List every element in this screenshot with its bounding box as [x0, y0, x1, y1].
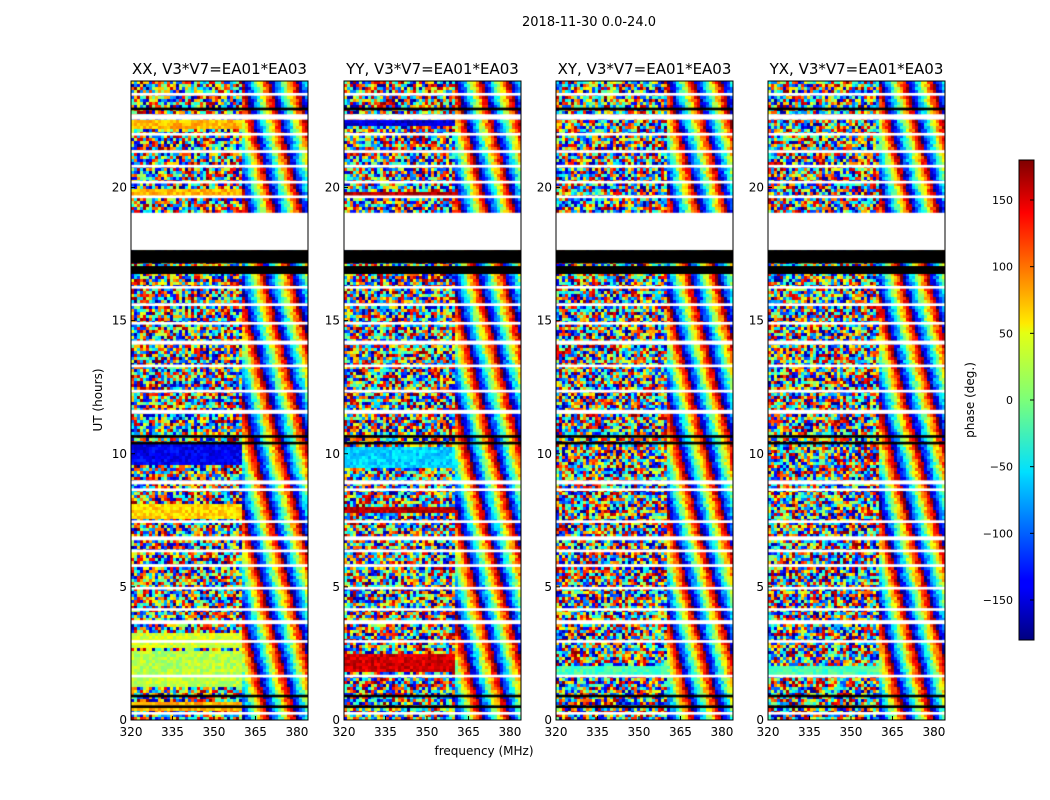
- panel-title: XY, V3*V7=EA01*EA03: [558, 60, 732, 78]
- y-tick-label: 15: [112, 314, 127, 328]
- y-tick-label: 5: [756, 580, 764, 594]
- x-tick-label: 380: [498, 725, 521, 739]
- panel-yy: YY, V3*V7=EA01*EA03 320 335 350 365 380 0 5 10 15…: [325, 60, 522, 739]
- phase-heatmap-image: [768, 81, 945, 720]
- y-tick-label: 20: [749, 181, 764, 195]
- axes-frame: [555, 80, 734, 721]
- panel-title: XX, V3*V7=EA01*EA03: [132, 60, 307, 78]
- colorbar-tick-label: 100: [992, 261, 1013, 274]
- y-tick-label: 0: [544, 713, 552, 727]
- colorbar-tick-label: 50: [999, 327, 1013, 340]
- y-tick-label: 0: [756, 713, 764, 727]
- x-tick-label: 320: [120, 725, 143, 739]
- phase-heatmap-image: [344, 81, 521, 720]
- x-tick-label: 335: [586, 725, 609, 739]
- x-tick-label: 320: [545, 725, 568, 739]
- panel-title: YX, V3*V7=EA01*EA03: [769, 60, 944, 78]
- y-tick-label: 15: [325, 314, 340, 328]
- panel-yx: YX, V3*V7=EA01*EA03 320 335 350 365 380 0 5 10 15…: [749, 60, 946, 739]
- y-tick-label: 15: [749, 314, 764, 328]
- y-tick-label: 20: [112, 181, 127, 195]
- phase-heatmap-image: [131, 81, 308, 720]
- x-tick-label: 380: [922, 725, 945, 739]
- x-tick-label: 350: [840, 725, 863, 739]
- axes-frame: [343, 80, 522, 721]
- colorbar-tick-label: 0: [1006, 394, 1013, 407]
- y-tick-label: 0: [332, 713, 340, 727]
- y-tick-label: 5: [119, 580, 127, 594]
- panel-xy: XY, V3*V7=EA01*EA03 320 335 350 365 380 0 5 10 15…: [537, 60, 734, 739]
- figure-suptitle: 2018-11-30 0.0-24.0: [522, 15, 656, 30]
- x-tick-label: 335: [374, 725, 397, 739]
- x-tick-label: 350: [628, 725, 651, 739]
- colorbar-tick-label: 150: [992, 194, 1013, 207]
- y-tick-label: 5: [332, 580, 340, 594]
- x-tick-label: 365: [244, 725, 267, 739]
- colorbar-ticks: 150 100 50 0 −50 −100 −150: [983, 194, 1034, 607]
- y-tick-label: 10: [325, 447, 340, 461]
- y-tick-label: 10: [749, 447, 764, 461]
- x-tick-label: 335: [798, 725, 821, 739]
- y-tick-label: 10: [537, 447, 552, 461]
- axes-frame: [767, 80, 946, 721]
- colorbar-tick-label: −100: [983, 527, 1013, 540]
- colorbar-label: phase (deg.): [963, 362, 977, 438]
- x-tick-label: 350: [203, 725, 226, 739]
- y-tick-label: 15: [537, 314, 552, 328]
- y-tick-label: 20: [325, 181, 340, 195]
- x-tick-label: 380: [710, 725, 733, 739]
- panel-title: YY, V3*V7=EA01*EA03: [345, 60, 519, 78]
- x-tick-label: 335: [161, 725, 184, 739]
- x-tick-label: 365: [669, 725, 692, 739]
- colorbar-tick-label: −150: [983, 594, 1013, 607]
- x-tick-label: 320: [757, 725, 780, 739]
- panel-xx: XX, V3*V7=EA01*EA03 320 335 350 365 380 0 5 10 15…: [112, 60, 309, 739]
- x-axis-label: frequency (MHz): [434, 744, 533, 758]
- colorbar-tick-label: −50: [990, 461, 1013, 474]
- axes-frame: [130, 80, 309, 721]
- x-tick-label: 350: [416, 725, 439, 739]
- phase-colorbar: 150 100 50 0 −50 −100 −150: [983, 159, 1035, 641]
- x-tick-label: 365: [881, 725, 904, 739]
- y-tick-label: 0: [119, 713, 127, 727]
- phase-heatmap-image: [556, 81, 733, 720]
- y-tick-label: 10: [112, 447, 127, 461]
- heatmap-panels: XX, V3*V7=EA01*EA03 320 335 350 365 380 0 5 10 15…: [112, 60, 946, 739]
- y-axis-label: UT (hours): [91, 368, 105, 431]
- x-tick-label: 380: [285, 725, 308, 739]
- y-tick-label: 20: [537, 181, 552, 195]
- y-tick-label: 5: [544, 580, 552, 594]
- x-tick-label: 320: [333, 725, 356, 739]
- x-tick-label: 365: [457, 725, 480, 739]
